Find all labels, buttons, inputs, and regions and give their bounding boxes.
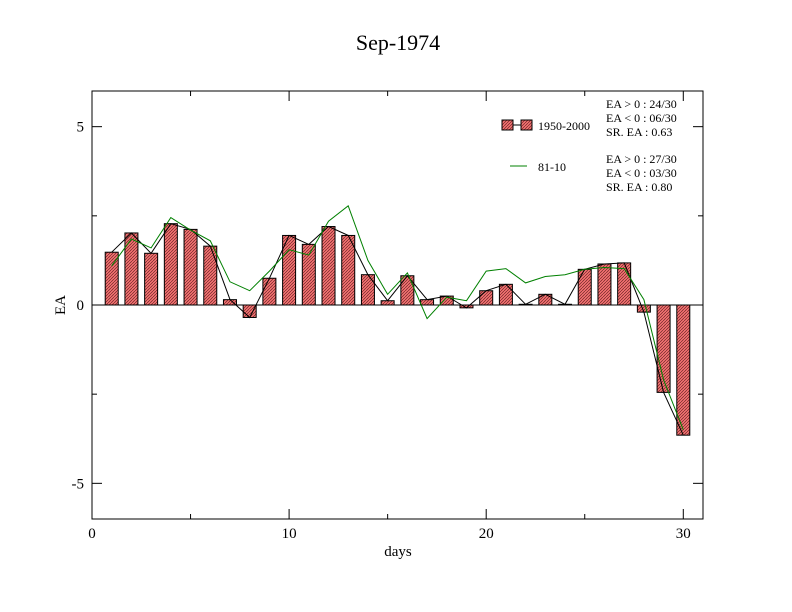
bar — [183, 228, 198, 306]
bar — [262, 277, 277, 306]
bar — [597, 263, 612, 306]
bar — [420, 299, 435, 306]
bar — [479, 290, 494, 306]
chart-title: Sep-1974 — [356, 30, 440, 55]
series-line-2 — [111, 204, 684, 430]
bar — [144, 252, 159, 306]
legend-label-2: 81-10 — [538, 160, 566, 174]
bar — [498, 283, 513, 306]
legend-swatch-1 — [520, 119, 533, 131]
stat-line: SR. EA : 0.63 — [606, 125, 672, 139]
legend: 1950-2000 81-10 — [501, 119, 590, 174]
bar — [676, 304, 691, 436]
bar — [538, 293, 553, 306]
x-tick-label: 30 — [676, 526, 691, 542]
bar — [321, 226, 336, 306]
x-tick-label: 20 — [479, 526, 494, 542]
axes: 0 10 20 30 -5 0 5 — [72, 91, 703, 542]
y-tick-label: -5 — [72, 476, 85, 492]
bar — [124, 232, 139, 306]
stat-line: SR. EA : 0.80 — [606, 180, 672, 194]
stat-line: EA < 0 : 06/30 — [606, 111, 677, 125]
bar — [341, 234, 356, 306]
plot-area — [92, 204, 703, 436]
x-tick-label: 10 — [282, 526, 297, 542]
legend-swatch-1 — [501, 119, 514, 131]
bar — [242, 304, 257, 318]
bar — [400, 275, 415, 306]
series-line-1 — [111, 223, 684, 436]
y-tick-label: 0 — [77, 298, 85, 314]
stat-line: EA > 0 : 24/30 — [606, 97, 677, 111]
y-tick-label: 5 — [77, 120, 85, 136]
x-axis-label: days — [384, 544, 412, 560]
bar — [577, 268, 592, 306]
bar — [163, 223, 178, 306]
y-axis-label: EA — [53, 295, 69, 315]
legend-label-1: 1950-2000 — [538, 119, 590, 133]
x-tick-label: 0 — [88, 526, 96, 542]
bar — [203, 245, 218, 306]
stat-line: EA > 0 : 27/30 — [606, 152, 677, 166]
bar — [104, 251, 119, 306]
bar — [360, 274, 375, 306]
stat-line: EA < 0 : 03/30 — [606, 166, 677, 180]
